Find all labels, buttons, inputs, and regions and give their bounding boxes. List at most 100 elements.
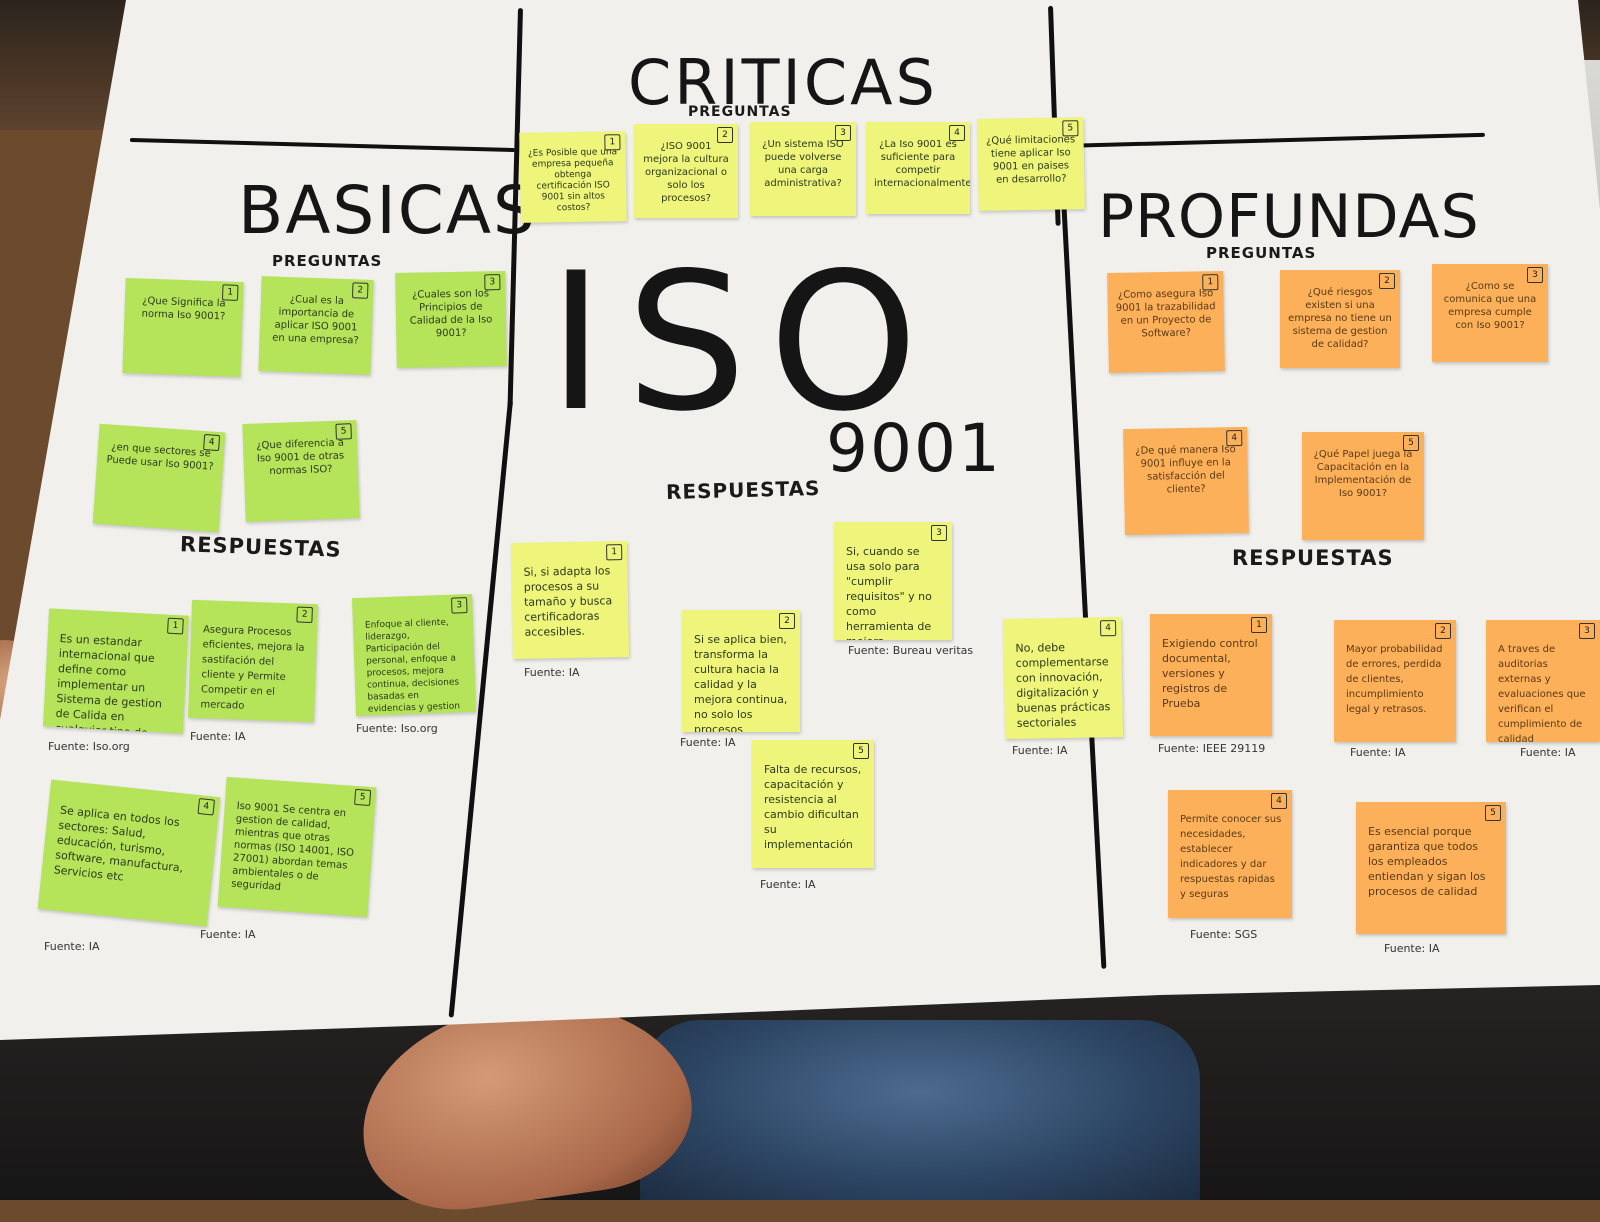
note-number: 1: [1251, 617, 1267, 633]
note-number: 2: [1379, 273, 1395, 289]
sticky-note-question: 3 ¿Cuales son los Principios de Calidad …: [395, 271, 507, 368]
note-number: 1: [606, 544, 623, 561]
note-text: Enfoque al cliente, liderazgo, Participa…: [364, 617, 461, 716]
answer-source: Fuente: IA: [1520, 746, 1576, 759]
sticky-note-question: 5 ¿Qué limitaciones tiene aplicar Iso 90…: [977, 117, 1085, 211]
note-number: 3: [1579, 623, 1595, 639]
note-text: ¿Que diferencia a Iso 9001 de otras norm…: [256, 437, 345, 478]
note-text: A traves de auditorias externas y evalua…: [1498, 644, 1586, 742]
note-text: Se aplica en todos los sectores: Salud, …: [53, 803, 184, 884]
answer-source: Fuente: IEEE 29119: [1158, 742, 1266, 755]
sticky-note-answer: 4 No, debe complementarse con innovación…: [1002, 616, 1124, 740]
note-text: ¿en que sectores se Puede usar Iso 9001?: [106, 441, 214, 473]
note-text: Es un estandar internacional que define …: [54, 632, 163, 734]
note-number: 2: [717, 127, 733, 143]
note-text: Es esencial porque garantiza que todos l…: [1368, 825, 1486, 898]
sticky-note-question: 4 ¿La Iso 9001 es suficiente para compet…: [866, 122, 970, 214]
sticky-note-answer: 4 Se aplica en todos los sectores: Salud…: [37, 779, 221, 927]
answer-source: Fuente: IA: [44, 940, 100, 953]
sticky-note-answer: 3 Enfoque al cliente, liderazgo, Partici…: [351, 593, 477, 717]
note-text: Mayor probabilidad de errores, perdida d…: [1346, 644, 1443, 715]
sticky-note-question: 1 ¿Es Posible que una empresa pequeña ob…: [519, 131, 627, 223]
sticky-note-answer: 2 Mayor probabilidad de errores, perdida…: [1334, 620, 1456, 742]
answer-source: Fuente: IA: [1012, 744, 1068, 757]
column-title-profundas: PROFUNDAS: [1098, 182, 1480, 252]
note-text: Si, cuando se usa solo para "cumplir req…: [846, 545, 932, 640]
note-number: 4: [203, 434, 221, 452]
sticky-note-answer: 5 Falta de recursos, capacitación y resi…: [752, 740, 874, 868]
sticky-note-answer: 2 Si se aplica bien, transforma la cultu…: [682, 610, 800, 732]
note-number: 4: [949, 125, 965, 141]
note-text: ¿Qué riesgos existen si una empresa no t…: [1288, 287, 1392, 350]
sticky-note-answer: 1 Es un estandar internacional que defin…: [43, 608, 189, 734]
note-number: 5: [1062, 120, 1079, 137]
answer-source: Fuente: IA: [1384, 942, 1440, 955]
sticky-note-question: 2 ¿Qué riesgos existen si una empresa no…: [1280, 270, 1400, 368]
answer-source: Fuente: Bureau veritas: [848, 644, 974, 657]
sticky-note-answer: 4 Permite conocer sus necesidades, estab…: [1168, 790, 1292, 918]
note-text: Iso 9001 Se centra en gestion de calidad…: [230, 800, 355, 893]
note-number: 2: [351, 282, 369, 299]
note-number: 1: [604, 134, 621, 151]
note-text: Permite conocer sus necesidades, estable…: [1180, 814, 1282, 900]
note-number: 1: [221, 284, 239, 301]
sticky-note-question: 1 ¿Como asegura Iso 9001 la trazabilidad…: [1107, 270, 1225, 374]
note-text: ¿De qué manera Iso 9001 influye en la sa…: [1135, 444, 1236, 496]
note-text: ¿Qué Papel juega la Capacitación en la I…: [1313, 449, 1413, 499]
sticky-note-question: 2 ¿ISO 9001 mejora la cultura organizaci…: [634, 124, 738, 218]
note-number: 5: [853, 743, 869, 759]
note-number: 5: [1485, 805, 1501, 821]
note-number: 4: [1099, 620, 1117, 637]
note-text: ¿Cual es la importancia de aplicar ISO 9…: [272, 294, 359, 347]
note-number: 4: [197, 798, 216, 816]
sticky-note-answer: 1 Si, si adapta los procesos a su tamaño…: [510, 540, 630, 660]
sticky-note-answer: 3 A traves de auditorias externas y eval…: [1486, 620, 1600, 742]
answer-source: Fuente: SGS: [1190, 928, 1258, 941]
note-number: 5: [1403, 435, 1419, 451]
note-text: ¿Que Significa la norma Iso 9001?: [141, 295, 226, 323]
sticky-note-answer: 5 Es esencial porque garantiza que todos…: [1356, 802, 1506, 934]
note-number: 2: [296, 606, 313, 624]
note-text: ¿Es Posible que una empresa pequeña obte…: [527, 147, 618, 214]
column-title-criticas: CRITICAS: [628, 46, 938, 119]
note-number: 3: [1527, 267, 1543, 283]
note-text: ¿Cuales son los Principios de Calidad de…: [409, 288, 493, 340]
answer-source: Fuente: IA: [190, 730, 246, 743]
note-text: Exigiendo control documental, versiones …: [1162, 637, 1258, 710]
person-legs: [640, 1020, 1200, 1200]
note-text: Si, si adapta los procesos a su tamaño y…: [523, 564, 613, 639]
criticas-questions-label: PREGUNTAS: [688, 104, 792, 120]
note-text: No, debe complementarse con innovación, …: [1015, 640, 1111, 730]
sticky-note-question: 4 ¿en que sectores se Puede usar Iso 900…: [92, 423, 226, 533]
sticky-note-question: 5 ¿Que diferencia a Iso 9001 de otras no…: [242, 420, 360, 522]
answer-source: Fuente: IA: [200, 928, 256, 941]
note-number: 4: [1226, 430, 1243, 447]
profundas-questions-label: PREGUNTAS: [1206, 244, 1317, 262]
note-number: 4: [1271, 793, 1287, 809]
sticky-note-question: 3 ¿Como se comunica que una empresa cump…: [1432, 264, 1548, 362]
note-number: 5: [354, 788, 372, 806]
sticky-note-answer: 3 Si, cuando se usa solo para "cumplir r…: [834, 522, 952, 640]
note-number: 2: [1435, 623, 1451, 639]
basicas-questions-label: PREGUNTAS: [272, 252, 383, 270]
answer-source: Fuente: IA: [524, 666, 580, 679]
sticky-note-answer: 1 Exigiendo control documental, versione…: [1150, 614, 1272, 736]
answer-source: Fuente: Iso.org: [356, 722, 438, 735]
answer-source: Fuente: IA: [680, 736, 736, 749]
note-number: 3: [484, 274, 501, 291]
sticky-note-answer: 5 Iso 9001 Se centra en gestion de calid…: [217, 776, 377, 918]
note-text: ¿Un sistema ISO puede volverse una carga…: [762, 139, 844, 189]
answer-source: Fuente: IA: [760, 878, 816, 891]
criticas-answers-label: RESPUESTAS: [665, 475, 821, 505]
note-number: 3: [451, 597, 468, 614]
sticky-note-question: 4 ¿De qué manera Iso 9001 influye en la …: [1123, 426, 1249, 536]
note-text: ¿Como asegura Iso 9001 la trazabilidad e…: [1115, 288, 1216, 340]
note-number: 2: [779, 613, 795, 629]
column-title-basicas: BASICAS: [238, 172, 537, 249]
note-number: 3: [931, 525, 947, 541]
profundas-answers-label: RESPUESTAS: [1232, 546, 1394, 570]
note-number: 5: [335, 423, 352, 440]
iso-number-text: 9001: [826, 410, 1002, 487]
note-text: Asegura Procesos eficientes, mejora la s…: [200, 624, 305, 712]
note-text: ¿ISO 9001 mejora la cultura organizacion…: [643, 141, 729, 204]
